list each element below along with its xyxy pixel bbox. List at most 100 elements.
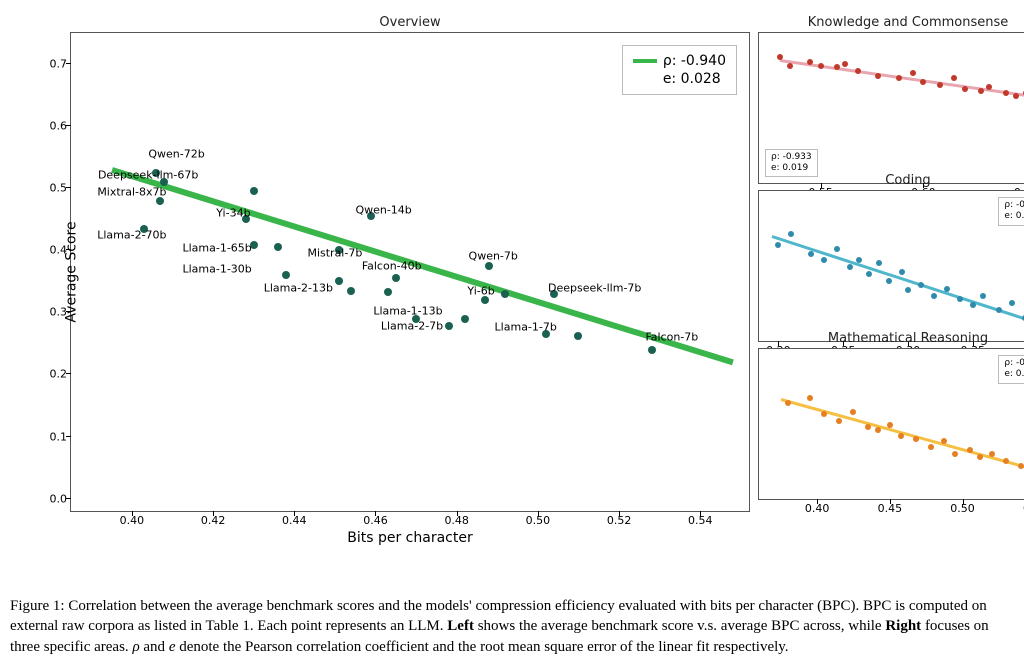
data-point — [952, 451, 958, 457]
data-point — [818, 63, 824, 69]
data-point — [777, 54, 783, 60]
point-label: Llama-2-13b — [264, 281, 333, 294]
point-label: Qwen-14b — [355, 203, 411, 216]
data-point — [648, 346, 656, 354]
data-point — [1009, 300, 1015, 306]
caption-text4: and — [140, 639, 169, 655]
data-point — [282, 271, 290, 279]
data-point — [775, 242, 781, 248]
tick-label-x: 0.44 — [282, 514, 307, 527]
point-label: Falcon-7b — [645, 331, 698, 344]
data-point — [1003, 458, 1009, 464]
caption-right: Right — [885, 618, 921, 634]
knowledge-chart: Knowledge and Commonsense 0.550.600.650.… — [758, 32, 1024, 184]
data-point — [967, 447, 973, 453]
data-point — [807, 395, 813, 401]
caption-left: Left — [447, 618, 474, 634]
tick-label-x: 0.50 — [950, 502, 975, 515]
tick-label-x: 0.40 — [805, 502, 830, 515]
overview-legend: ρ: -0.940 e: 0.028 — [622, 45, 737, 95]
small-legend: ρ: -0.951e: 0.030 — [998, 355, 1024, 384]
data-point — [481, 296, 489, 304]
data-point — [920, 79, 926, 85]
data-point — [957, 296, 963, 302]
math-title: Mathematical Reasoning — [759, 331, 1024, 346]
point-label: Deepseek-llm-67b — [98, 168, 198, 181]
data-point — [896, 75, 902, 81]
point-label: Qwen-72b — [148, 148, 204, 161]
data-point — [899, 269, 905, 275]
data-point — [807, 59, 813, 65]
data-point — [788, 231, 794, 237]
point-label: Deepseek-llm-7b — [548, 281, 641, 294]
data-point — [785, 400, 791, 406]
data-point — [384, 288, 392, 296]
data-point — [913, 436, 919, 442]
overview-e: e: 0.028 — [633, 70, 726, 88]
point-label: Qwen-7b — [469, 250, 518, 263]
point-label: Yi-6b — [467, 284, 494, 297]
data-point — [274, 243, 282, 251]
data-point — [1018, 463, 1024, 469]
tick-label-x: 0.45 — [878, 502, 903, 515]
data-point — [986, 84, 992, 90]
tick-label-y: 0.6 — [50, 120, 68, 133]
data-point — [821, 411, 827, 417]
data-point — [250, 187, 258, 195]
data-point — [821, 257, 827, 263]
data-point — [931, 293, 937, 299]
tick-label-x: 0.48 — [444, 514, 469, 527]
knowledge-title: Knowledge and Commonsense — [759, 15, 1024, 30]
data-point — [977, 454, 983, 460]
data-point — [335, 277, 343, 285]
data-point — [996, 307, 1002, 313]
data-point — [937, 82, 943, 88]
data-point — [875, 73, 881, 79]
data-point — [847, 264, 853, 270]
data-point — [951, 75, 957, 81]
point-label: Llama-2-70b — [97, 228, 166, 241]
data-point — [574, 332, 582, 340]
data-point — [1003, 90, 1009, 96]
data-point — [980, 293, 986, 299]
data-point — [970, 302, 976, 308]
data-point — [944, 286, 950, 292]
data-point — [865, 424, 871, 430]
point-label: Llama-1-13b — [373, 304, 442, 317]
point-label: Mistral-7b — [307, 247, 362, 260]
data-point — [808, 251, 814, 257]
data-point — [836, 418, 842, 424]
small-chart-wrapper-2: Mathematical Reasoning 0.400.450.500.550… — [758, 348, 1024, 500]
caption-e: e — [169, 639, 176, 655]
data-point — [834, 246, 840, 252]
data-point — [918, 282, 924, 288]
small-charts-column: Knowledge and Commonsense 0.550.600.650.… — [758, 10, 1024, 552]
point-label: Llama-2-7b — [381, 320, 443, 333]
tick-label-x: 0.50 — [526, 514, 551, 527]
main-chart-wrapper: Overview Average Score ρ: -0.940 e: 0.02… — [10, 10, 750, 552]
data-point — [855, 68, 861, 74]
small-chart-wrapper-1: Coding 0.200.250.300.350.400.000.250.500… — [758, 190, 1024, 342]
data-point — [392, 274, 400, 282]
overview-chart: Overview Average Score ρ: -0.940 e: 0.02… — [70, 32, 750, 512]
tick-label-x: 0.54 — [688, 514, 713, 527]
coding-chart: Coding 0.200.250.300.350.400.000.250.500… — [758, 190, 1024, 342]
data-point — [910, 70, 916, 76]
tick-label-y: 0.2 — [50, 368, 68, 381]
data-point — [962, 86, 968, 92]
tick-label-x: 0.46 — [363, 514, 388, 527]
caption-prefix: Figure 1: — [10, 598, 68, 614]
figure-container: Overview Average Score ρ: -0.940 e: 0.02… — [10, 10, 1014, 552]
caption-text5: denote the Pearson correlation coefficie… — [175, 639, 788, 655]
tick-label-y: 0.4 — [50, 244, 68, 257]
point-label: Llama-1-65b — [182, 242, 251, 255]
data-point — [787, 63, 793, 69]
tick-label-y: 0.1 — [50, 430, 68, 443]
data-point — [876, 260, 882, 266]
point-label: Mixtral-8x7b — [97, 185, 166, 198]
data-point — [1013, 93, 1019, 99]
fit-line — [779, 59, 1024, 100]
data-point — [834, 64, 840, 70]
caption-text2: shows the average benchmark score v.s. a… — [474, 618, 885, 634]
data-point — [978, 88, 984, 94]
